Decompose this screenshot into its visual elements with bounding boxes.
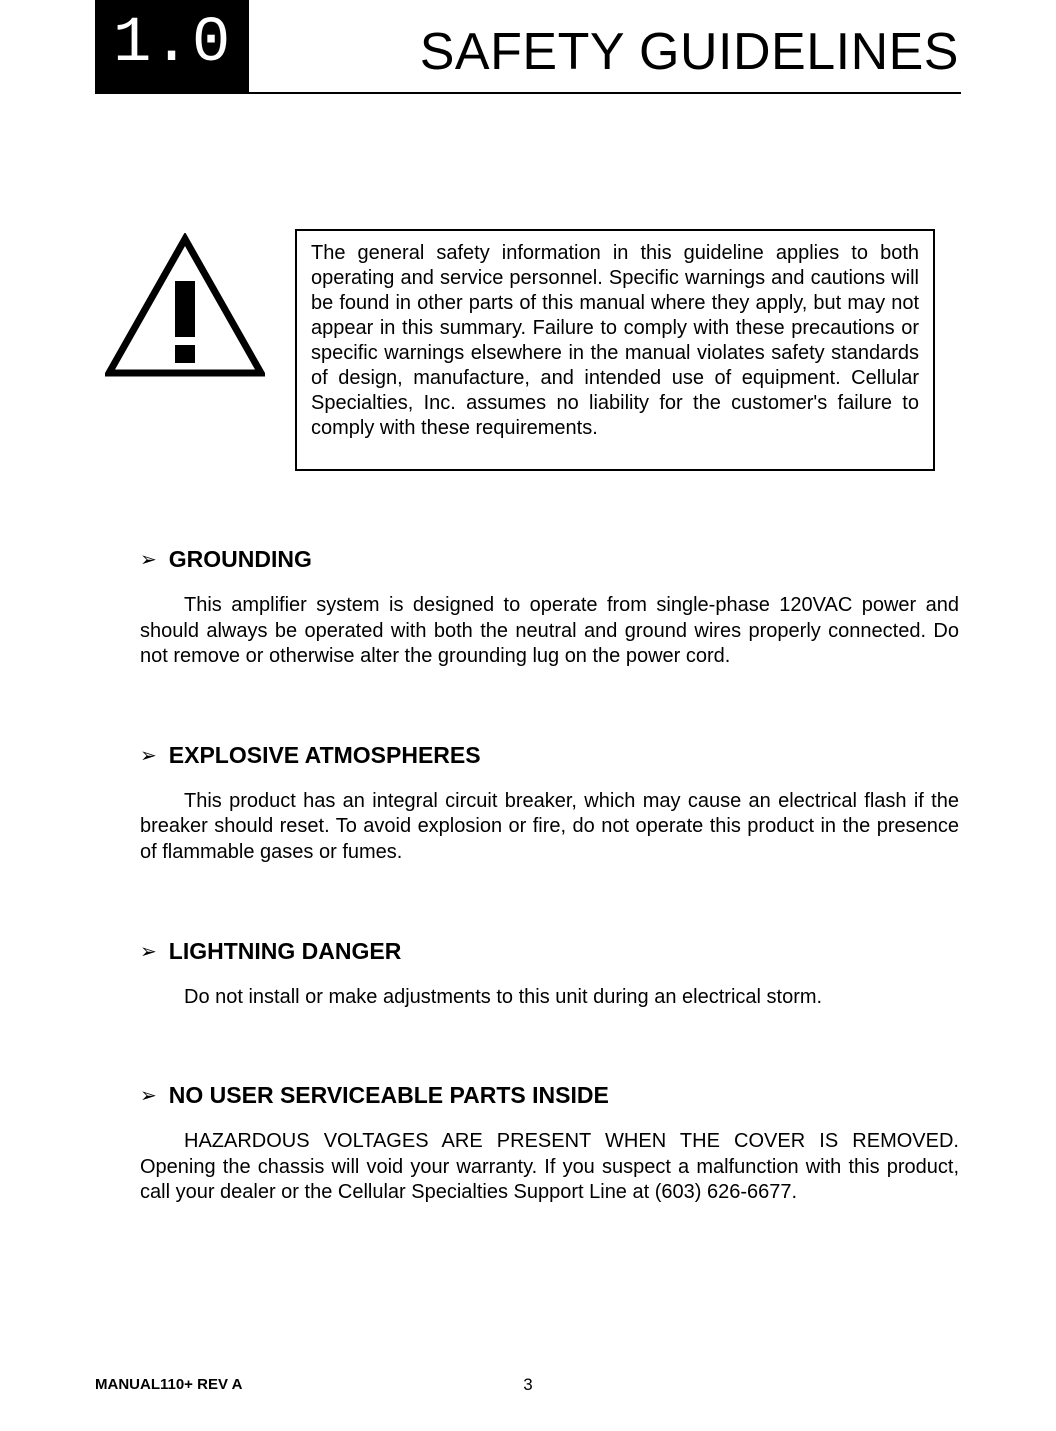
warning-text: The general safety information in this g… (311, 241, 919, 441)
section-heading-row: ➢ EXPLOSIVE ATMOSPHERES (140, 742, 959, 769)
section-body: This amplifier system is designed to ope… (140, 593, 959, 670)
section-heading: GROUNDING (169, 546, 312, 573)
section-grounding: ➢ GROUNDING This amplifier system is des… (140, 546, 959, 670)
content-area: ➢ GROUNDING This amplifier system is des… (95, 546, 961, 1206)
bullet-icon: ➢ (140, 939, 157, 964)
warning-exclamation-icon (105, 233, 265, 383)
section-heading-row: ➢ NO USER SERVICEABLE PARTS INSIDE (140, 1082, 959, 1109)
document-page: 1.0 SAFETY GUIDELINES The general safety… (0, 0, 1056, 1431)
section-no-user-serviceable: ➢ NO USER SERVICEABLE PARTS INSIDE HAZAR… (140, 1082, 959, 1206)
section-body: HAZARDOUS VOLTAGES ARE PRESENT WHEN THE … (140, 1129, 959, 1206)
section-body: This product has an integral circuit bre… (140, 789, 959, 866)
section-explosive-atmospheres: ➢ EXPLOSIVE ATMOSPHERES This product has… (140, 742, 959, 866)
bullet-icon: ➢ (140, 1083, 157, 1108)
section-heading: LIGHTNING DANGER (169, 938, 402, 965)
bullet-icon: ➢ (140, 743, 157, 768)
safety-warning-block: The general safety information in this g… (105, 229, 961, 471)
bullet-icon: ➢ (140, 547, 157, 572)
section-lightning-danger: ➢ LIGHTNING DANGER Do not install or mak… (140, 938, 959, 1011)
section-number: 1.0 (113, 8, 231, 80)
page-header: 1.0 SAFETY GUIDELINES (95, 0, 961, 94)
section-heading: EXPLOSIVE ATMOSPHERES (169, 742, 481, 769)
section-heading-row: ➢ LIGHTNING DANGER (140, 938, 959, 965)
section-body: Do not install or make adjustments to th… (140, 985, 959, 1011)
section-heading: NO USER SERVICEABLE PARTS INSIDE (169, 1082, 609, 1109)
page-footer: MANUAL110+ REV A 3 (95, 1376, 961, 1393)
section-heading-row: ➢ GROUNDING (140, 546, 959, 573)
warning-text-box: The general safety information in this g… (295, 229, 935, 471)
section-number-box: 1.0 (95, 0, 249, 92)
footer-page-number: 3 (95, 1375, 961, 1395)
section-title: SAFETY GUIDELINES (249, 0, 961, 82)
